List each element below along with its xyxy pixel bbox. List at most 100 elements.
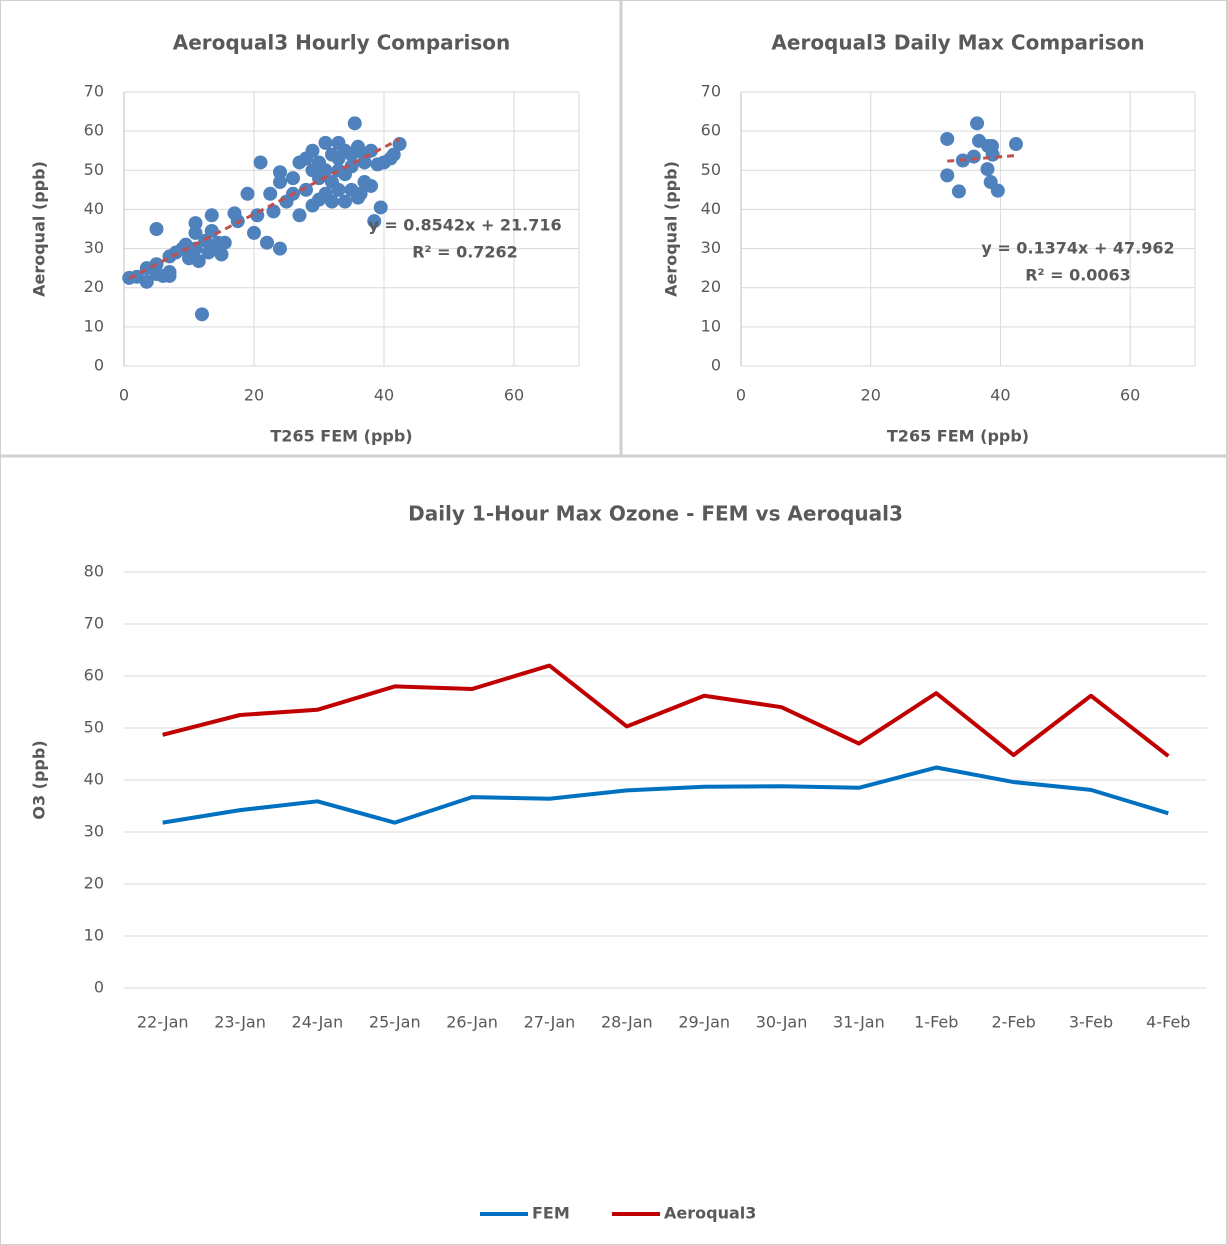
x-tick-label: 40 (990, 386, 1010, 405)
scatter-point (318, 135, 333, 150)
x-tick-label: 22-Jan (137, 1013, 189, 1032)
scatter-point (273, 165, 287, 180)
scatter-point (981, 139, 996, 154)
trendline-r2: R² = 0.7262 (412, 243, 518, 262)
x-tick-label: 1-Feb (914, 1013, 958, 1032)
x-tick-label: 0 (736, 386, 746, 405)
trendline-r2: R² = 0.0063 (1025, 266, 1131, 285)
y-tick-label: 40 (84, 199, 104, 218)
y-tick-label: 70 (84, 614, 104, 633)
x-tick-label: 60 (504, 386, 524, 405)
chart-title: Daily 1-Hour Max Ozone - FEM vs Aeroqual… (408, 502, 903, 526)
scatter-point (980, 162, 995, 177)
x-tick-label: 20 (244, 386, 264, 405)
scatter-point (940, 131, 955, 146)
scatter-point (338, 194, 352, 209)
scatter-point (318, 163, 333, 178)
scatter-point (204, 223, 219, 238)
scatter-point (286, 171, 300, 186)
scatter-point (240, 186, 255, 201)
y-tick-label: 30 (84, 822, 104, 841)
line-series (162, 663, 1170, 758)
scatter-point (331, 163, 346, 178)
scatter-point (195, 307, 209, 322)
scatter-point (305, 143, 320, 158)
x-tick-label: 25-Jan (369, 1013, 421, 1032)
y-tick-label: 50 (84, 718, 104, 737)
scatter-point (149, 222, 164, 236)
x-tick-label: 28-Jan (601, 1013, 653, 1032)
scatter-point (966, 149, 981, 164)
scatter-point (990, 183, 1005, 198)
y-axis-title: Aeroqual (ppb) (30, 161, 49, 297)
scatter-point (273, 175, 287, 190)
y-tick-label: 40 (84, 770, 104, 789)
scatter-point (970, 116, 985, 131)
scatter-point (253, 155, 268, 170)
scatter-point (305, 163, 320, 178)
scatter-point (188, 225, 203, 240)
scatter-point (347, 116, 362, 131)
y-tick-label: 10 (84, 926, 104, 945)
y-tick-label: 30 (701, 238, 721, 257)
x-tick-label: 31-Jan (833, 1013, 885, 1032)
legend-label: FEM (532, 1204, 570, 1223)
chart-title: Aeroqual3 Daily Max Comparison (771, 31, 1144, 55)
y-tick-label: 30 (84, 238, 104, 257)
y-tick-label: 0 (94, 978, 104, 997)
y-axis-title: O3 (ppb) (30, 740, 49, 819)
scatter-point (191, 254, 206, 269)
scatter-point (373, 200, 388, 215)
scatter-point (367, 214, 382, 229)
scatter-point (312, 192, 326, 207)
scatter-point (392, 137, 407, 152)
y-tick-label: 50 (701, 160, 721, 179)
x-tick-label: 60 (1120, 386, 1140, 405)
scatter-point (1008, 137, 1023, 152)
y-tick-label: 60 (84, 666, 104, 685)
y-tick-label: 20 (84, 874, 104, 893)
scatter-point (364, 178, 378, 193)
scatter-point (263, 186, 278, 201)
x-tick-label: 2-Feb (991, 1013, 1035, 1032)
y-tick-label: 70 (701, 82, 721, 101)
y-tick-label: 0 (711, 356, 721, 375)
x-tick-label: 24-Jan (292, 1013, 344, 1032)
scatter-point (139, 274, 154, 289)
x-tick-label: 40 (374, 386, 394, 405)
x-axis-title: T265 FEM (ppb) (887, 427, 1029, 446)
x-tick-label: 26-Jan (446, 1013, 498, 1032)
x-tick-label: 23-Jan (214, 1013, 266, 1032)
y-tick-label: 20 (701, 277, 721, 296)
y-tick-label: 80 (84, 562, 104, 581)
scatter-point (217, 235, 232, 250)
y-tick-label: 70 (84, 82, 104, 101)
chart-title: Aeroqual3 Hourly Comparison (173, 31, 511, 55)
trendline-equation: y = 0.8542x + 21.716 (368, 216, 561, 235)
scatter-point (188, 241, 203, 256)
x-tick-label: 0 (119, 386, 129, 405)
scatter-point (188, 216, 203, 231)
scatter-point (940, 168, 955, 183)
y-tick-label: 0 (94, 356, 104, 375)
y-axis-title: Aeroqual (ppb) (662, 161, 681, 297)
x-axis-title: T265 FEM (ppb) (270, 427, 412, 446)
scatter-point (331, 182, 346, 197)
scatter-point (247, 225, 261, 240)
x-tick-label: 30-Jan (756, 1013, 808, 1032)
scatter-point (951, 184, 966, 199)
y-tick-label: 10 (701, 316, 721, 335)
scatter-point (204, 208, 219, 223)
scatter-point (386, 147, 401, 162)
scatter-point (273, 241, 287, 256)
y-tick-label: 20 (84, 277, 104, 296)
x-tick-label: 20 (861, 386, 881, 405)
x-tick-label: 29-Jan (678, 1013, 730, 1032)
line-series (162, 765, 1169, 825)
scatter-point (266, 204, 281, 219)
scatter-point (292, 208, 307, 223)
scatter-point (325, 194, 339, 209)
legend-label: Aeroqual3 (664, 1204, 756, 1223)
